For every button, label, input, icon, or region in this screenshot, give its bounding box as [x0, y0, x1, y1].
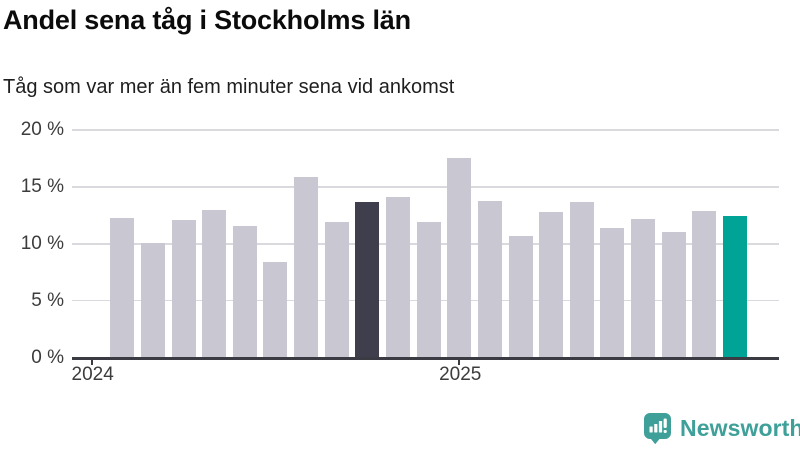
bar-2024-10 — [355, 201, 380, 358]
bar-2024-12 — [416, 222, 441, 358]
bar-2025-05 — [569, 201, 594, 358]
bar-2024-05 — [202, 209, 227, 358]
x-axis-tick-label: 2024 — [71, 364, 114, 385]
bar-2024-02 — [110, 217, 135, 358]
newsworthy-bubble-barchart-icon — [643, 412, 672, 444]
newsworthy-logo-text: Newsworthy — [680, 414, 800, 441]
x-axis-tick — [458, 359, 461, 365]
page-title: Andel sena tåg i Stockholms län — [3, 5, 411, 35]
bar-2024-11 — [386, 197, 410, 358]
y-axis-tick-label: 0 % — [31, 346, 64, 368]
y-axis-tick-label: 10 % — [20, 232, 64, 254]
bar-2024-08 — [294, 176, 319, 358]
bar-2025-06 — [600, 227, 625, 358]
gridline-20 — [72, 129, 779, 131]
newsworthy-logo[interactable]: Newsworthy — [643, 411, 800, 445]
x-axis-tick — [90, 359, 93, 365]
bar-2025-03 — [508, 235, 533, 358]
bar-2024-06 — [232, 225, 257, 358]
x-axis-baseline — [72, 356, 779, 360]
y-axis-tick-label: 15 % — [20, 175, 64, 197]
y-axis-tick-label: 20 % — [20, 119, 64, 140]
bar-2024-07 — [263, 261, 288, 358]
bar-2024-03 — [140, 242, 165, 358]
x-axis-tick-label: 2025 — [439, 364, 482, 385]
bar-2025-09 — [692, 210, 717, 358]
gridline-15 — [72, 186, 779, 188]
bar-2025-01 — [447, 158, 472, 358]
bar-2025-02 — [477, 200, 502, 358]
bar-2025-04 — [539, 211, 564, 358]
bar-2024-09 — [324, 222, 349, 358]
bar-2025-10 — [722, 216, 747, 358]
bar-2025-08 — [661, 232, 686, 358]
chart-subtitle: Tåg som var mer än fem minuter sena vid … — [3, 76, 455, 98]
bar-2024-04 — [171, 219, 196, 358]
y-axis-tick-label: 5 % — [31, 289, 64, 311]
bar-2025-07 — [631, 218, 656, 358]
